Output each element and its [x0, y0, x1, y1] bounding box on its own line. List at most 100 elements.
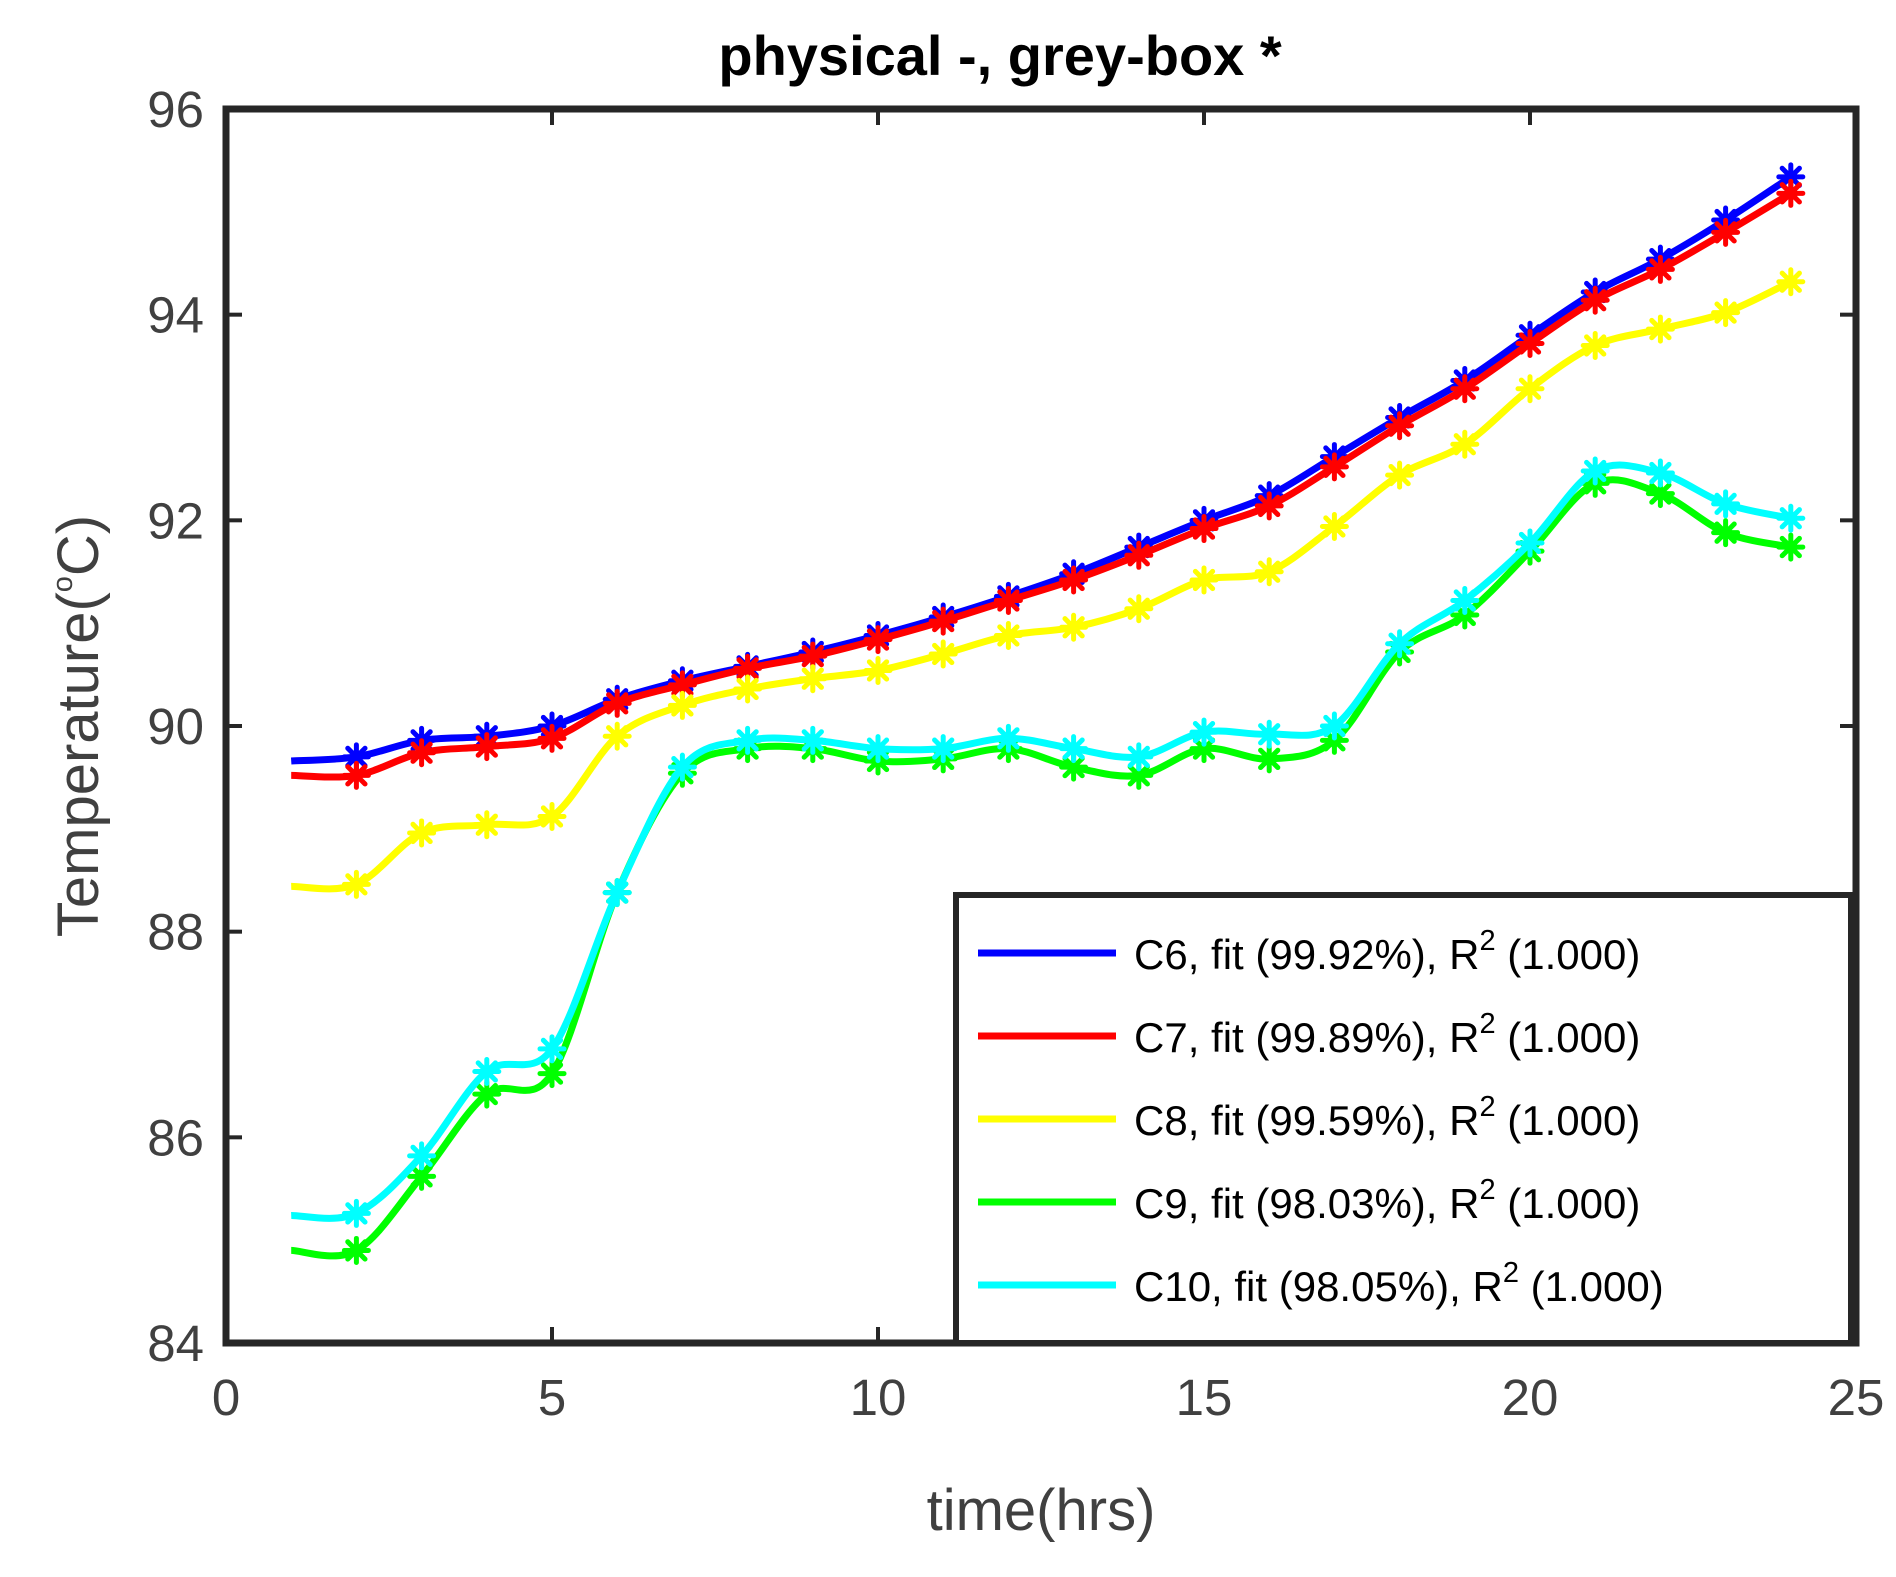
- series-line-c6: [290, 173, 1793, 765]
- data-point-c7: [1189, 514, 1219, 544]
- y-tick-label: 84: [147, 1315, 204, 1372]
- data-point-c7: [1254, 491, 1284, 521]
- data-point-c8: [1254, 557, 1284, 587]
- x-axis-label: time(hrs): [927, 1478, 1156, 1543]
- data-point-c10: [1059, 734, 1089, 764]
- x-tick-labels: 0 5 10 15 20 25: [212, 1369, 1885, 1426]
- legend-label-superscript: 2: [1479, 1091, 1495, 1123]
- data-point-c8: [798, 664, 828, 694]
- legend-label-prefix: C10, fit (98.05%), R: [1134, 1263, 1503, 1310]
- y-axis-label-suffix: C): [46, 515, 111, 576]
- data-point-c10: [472, 1057, 502, 1087]
- data-point-c8: [1515, 374, 1545, 404]
- y-tick-label: 86: [147, 1109, 204, 1166]
- data-point-c7: [993, 586, 1023, 616]
- legend-label-suffix: (1.000): [1496, 1097, 1641, 1144]
- legend-label: C6, fit (99.92%), R2 (1.000): [1134, 925, 1640, 978]
- data-point-c8: [1580, 331, 1610, 361]
- series-c10: [291, 456, 1806, 1228]
- legend-label-prefix: C7, fit (99.89%), R: [1134, 1014, 1479, 1061]
- data-point-c7: [667, 670, 697, 700]
- legend-label-suffix: (1.000): [1496, 1180, 1641, 1227]
- data-point-c8: [537, 801, 567, 831]
- data-point-c7: [1124, 540, 1154, 570]
- y-axis-label-prefix: Temperature(: [46, 592, 111, 937]
- data-point-c8: [993, 621, 1023, 651]
- y-axis-label-superscript: o: [47, 576, 79, 592]
- data-point-c9: [1124, 760, 1154, 790]
- data-point-c10: [798, 725, 828, 755]
- data-point-c10: [1450, 586, 1480, 616]
- legend-entry-c9: C9, fit (98.03%), R2 (1.000): [978, 1174, 1640, 1227]
- data-point-c8: [863, 655, 893, 685]
- legend-label-suffix: (1.000): [1496, 1014, 1641, 1061]
- data-point-c10: [1580, 456, 1610, 486]
- y-tick-label: 96: [147, 81, 204, 138]
- data-point-c10: [993, 723, 1023, 753]
- x-tick-label: 0: [212, 1369, 240, 1426]
- data-point-c8: [928, 639, 958, 669]
- data-point-c9: [407, 1161, 437, 1191]
- legend-label-superscript: 2: [1479, 1008, 1495, 1040]
- legend-entry-c6: C6, fit (99.92%), R2 (1.000): [978, 925, 1640, 978]
- data-point-c8: [1645, 314, 1675, 344]
- x-tick-label: 5: [538, 1369, 566, 1426]
- x-tick-label: 25: [1828, 1369, 1885, 1426]
- data-point-c7: [1319, 452, 1349, 482]
- data-point-c7: [1385, 411, 1415, 441]
- data-point-c7: [1711, 217, 1741, 247]
- data-point-c10: [1515, 528, 1545, 558]
- data-point-c8: [602, 721, 632, 751]
- legend-label: C9, fit (98.03%), R2 (1.000): [1134, 1174, 1640, 1227]
- data-point-c9: [1254, 744, 1284, 774]
- legend-label-prefix: C6, fit (99.92%), R: [1134, 931, 1479, 978]
- x-tick-label: 15: [1176, 1369, 1233, 1426]
- data-point-c7: [1515, 328, 1545, 358]
- legend-label-prefix: C8, fit (99.59%), R: [1134, 1097, 1479, 1144]
- data-point-c8: [667, 690, 697, 720]
- data-point-c9: [341, 1235, 371, 1265]
- chart-title: physical -, grey-box *: [718, 24, 1281, 87]
- legend-label: C7, fit (99.89%), R2 (1.000): [1134, 1008, 1640, 1061]
- data-point-c10: [667, 752, 697, 782]
- data-point-c7: [1645, 254, 1675, 284]
- legend-label-suffix: (1.000): [1496, 931, 1641, 978]
- data-point-c10: [1124, 742, 1154, 772]
- legend-entry-c10: C10, fit (98.05%), R2 (1.000): [978, 1257, 1664, 1310]
- x-tick-label: 20: [1502, 1369, 1559, 1426]
- y-tick-label: 92: [147, 492, 204, 549]
- data-point-c10: [928, 734, 958, 764]
- series-c6: [290, 162, 1806, 772]
- data-point-c7: [407, 738, 437, 768]
- y-tick-label: 88: [147, 904, 204, 961]
- data-point-c10: [407, 1141, 437, 1171]
- data-point-c10: [1776, 503, 1806, 533]
- data-point-c8: [1189, 565, 1219, 595]
- data-point-c7: [1776, 178, 1806, 208]
- data-point-c10: [1711, 489, 1741, 519]
- legend: C6, fit (99.92%), R2 (1.000)C7, fit (99.…: [953, 892, 1854, 1346]
- data-point-c9: [472, 1079, 502, 1109]
- data-point-c7: [928, 606, 958, 636]
- data-point-c7: [472, 732, 502, 762]
- data-point-c10: [1385, 629, 1415, 659]
- data-point-c8: [1319, 512, 1349, 542]
- data-point-c8: [1450, 429, 1480, 459]
- data-point-c10: [341, 1198, 371, 1228]
- data-point-c7: [1580, 285, 1610, 315]
- x-tick-label: 10: [850, 1369, 907, 1426]
- data-point-c8: [1776, 267, 1806, 297]
- data-point-c7: [537, 723, 567, 753]
- data-point-c8: [472, 810, 502, 840]
- legend-label: C8, fit (99.59%), R2 (1.000): [1134, 1091, 1640, 1144]
- data-point-c7: [733, 653, 763, 683]
- y-tick-label: 90: [147, 698, 204, 755]
- data-point-c10: [537, 1034, 567, 1064]
- data-point-c7: [798, 641, 828, 671]
- data-point-c9: [1776, 532, 1806, 562]
- data-point-c9: [537, 1059, 567, 1089]
- legend-entry-c8: C8, fit (99.59%), R2 (1.000): [978, 1091, 1640, 1144]
- data-point-c10: [1319, 711, 1349, 741]
- data-point-c9: [1711, 518, 1741, 548]
- data-point-c8: [341, 869, 371, 899]
